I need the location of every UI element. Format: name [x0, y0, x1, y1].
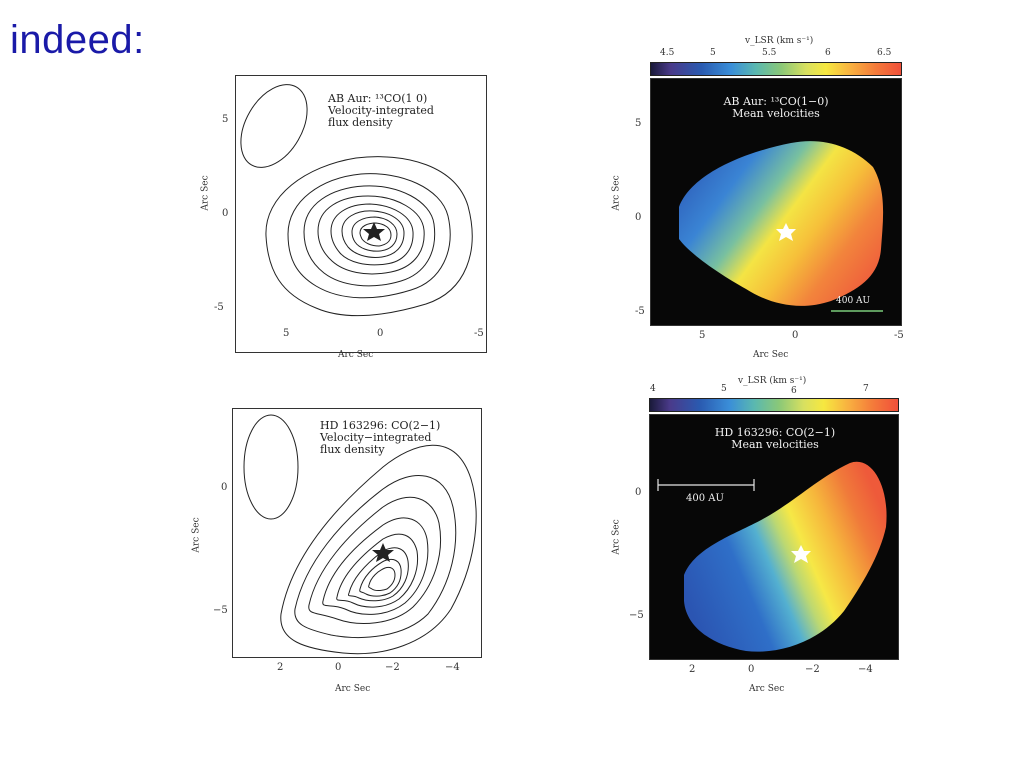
x-tick-label: −2: [385, 662, 400, 673]
y-tick-label: −5: [629, 610, 644, 621]
x-tick-label: 0: [377, 328, 384, 339]
contour-level-5: [336, 533, 419, 608]
y-tick-label: -5: [635, 306, 645, 317]
y-tick-label: 5: [635, 118, 642, 129]
y-axis-label: Arc Sec: [611, 175, 622, 211]
colorbar-tick: 5.5: [762, 48, 777, 58]
x-tick-label: -5: [894, 330, 904, 341]
y-tick-label: 0: [222, 208, 229, 219]
contour-level-5: [330, 203, 414, 266]
scale-bar-label: 400 AU: [686, 493, 724, 504]
y-axis-label: Arc Sec: [200, 175, 211, 211]
x-tick-label: 2: [277, 662, 284, 673]
colorbar-label: v_LSR (km s⁻¹): [738, 376, 807, 386]
hd163296-contour-map: [243, 414, 477, 655]
colorbar-tick: 6: [791, 386, 797, 396]
y-tick-label: 0: [635, 212, 642, 223]
colorbar-tick: 4.5: [660, 48, 675, 58]
x-axis-label: Arc Sec: [335, 684, 371, 694]
colorbar-tick: 5: [710, 48, 716, 58]
x-axis-label: Arc Sec: [749, 684, 785, 694]
ab-aur-contour-panel: AB Aur: ¹³CO(1 0) Velocity-integrated fl…: [200, 70, 500, 370]
contour-level-3: [308, 496, 442, 624]
y-tick-label: −5: [213, 605, 228, 616]
colorbar-tick: 4: [650, 384, 656, 394]
colorbar: [650, 62, 902, 76]
x-tick-label: -5: [474, 328, 484, 339]
beam-ellipse: [240, 84, 308, 168]
colorbar-tick: 6: [825, 48, 831, 58]
x-tick-label: −4: [445, 662, 460, 673]
star-marker: [363, 222, 385, 241]
hd163296-contour-title: HD 163296: CO(2−1) Velocity−integrated f…: [320, 419, 441, 456]
ab-aur-velocity-frame: AB Aur: ¹³CO(1−0) Mean velocities 400 AU: [650, 78, 902, 326]
x-axis-label: Arc Sec: [753, 350, 789, 360]
contour-level-7: [359, 558, 402, 597]
contour-level-1: [265, 156, 473, 317]
contour-level-3: [303, 185, 436, 287]
colorbar-label: v_LSR (km s⁻¹): [745, 36, 814, 46]
colorbar-tick: 5: [721, 384, 727, 394]
ab-aur-contour-title: AB Aur: ¹³CO(1 0) Velocity-integrated fl…: [328, 92, 434, 129]
hd163296-contour-frame: HD 163296: CO(2−1) Velocity−integrated f…: [232, 408, 482, 658]
x-tick-label: 5: [699, 330, 706, 341]
hd163296-contour-panel: HD 163296: CO(2−1) Velocity−integrated f…: [191, 400, 495, 710]
contour-level-7: [351, 216, 398, 252]
contour-level-2: [294, 475, 457, 638]
slide-title: indeed:: [10, 18, 145, 62]
contour-level-4: [322, 517, 429, 615]
x-tick-label: 0: [792, 330, 799, 341]
hd163296-velocity-panel: v_LSR (km s⁻¹) 4 5 6 7: [605, 372, 915, 712]
x-tick-label: −2: [805, 664, 820, 675]
x-tick-label: 5: [283, 328, 290, 339]
ab-aur-velocity-title: AB Aur: ¹³CO(1−0) Mean velocities: [723, 95, 829, 120]
hd163296-velocity-frame: HD 163296: CO(2−1) Mean velocities 400 A…: [649, 414, 899, 660]
ab-aur-contour-map: [240, 84, 473, 317]
ab-aur-contour-frame: AB Aur: ¹³CO(1 0) Velocity-integrated fl…: [235, 75, 487, 353]
x-axis-label: Arc Sec: [338, 350, 374, 360]
contour-level-4: [317, 195, 425, 275]
colorbar-tick: 7: [863, 384, 869, 394]
x-tick-label: −4: [858, 664, 873, 675]
contour-level-1: [280, 444, 477, 655]
y-tick-label: 5: [222, 114, 229, 125]
x-tick-label: 2: [689, 664, 696, 675]
ab-aur-velocity-panel: v_LSR (km s⁻¹) 4.5 5 5.5 6 6.5 AB Aur:: [605, 30, 915, 370]
contour-level-8: [368, 566, 396, 591]
y-tick-label: -5: [214, 302, 224, 313]
colorbar-tick: 6.5: [877, 48, 892, 58]
contour-level-2: [287, 173, 451, 299]
y-axis-label: Arc Sec: [191, 517, 202, 553]
colorbar: [649, 398, 899, 412]
star-marker: [791, 545, 811, 563]
velocity-map-hd163296: [684, 461, 887, 652]
contour-level-6: [341, 210, 405, 258]
beam-ellipse: [243, 414, 299, 520]
scale-bar-label: 400 AU: [836, 296, 871, 306]
hd163296-velocity-title: HD 163296: CO(2−1) Mean velocities: [714, 426, 836, 451]
y-tick-label: 0: [635, 487, 642, 498]
star-marker: [372, 543, 394, 562]
x-tick-label: 0: [335, 662, 342, 673]
y-tick-label: 0: [221, 482, 228, 493]
x-tick-label: 0: [748, 664, 755, 675]
velocity-map-ab-aur: [679, 141, 884, 306]
y-axis-label: Arc Sec: [611, 519, 622, 555]
star-marker: [776, 223, 796, 241]
